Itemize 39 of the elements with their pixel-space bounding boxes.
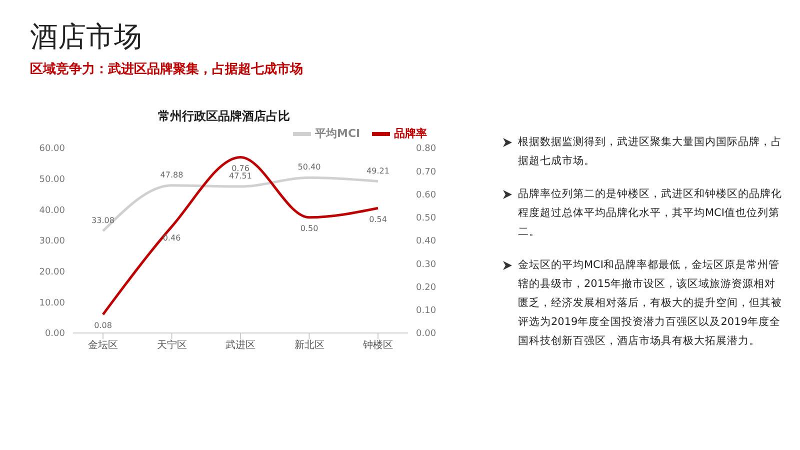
data-label: 47.88 bbox=[160, 170, 184, 180]
y-tick-label: 50.00 bbox=[39, 175, 66, 186]
y2-tick-label: 0.80 bbox=[416, 144, 436, 154]
data-label: 0.50 bbox=[300, 224, 318, 234]
y2-tick-label: 0.40 bbox=[416, 236, 436, 247]
data-label: 0.08 bbox=[94, 321, 112, 330]
y2-tick-label: 0.30 bbox=[416, 260, 436, 270]
legend-label: 品牌率 bbox=[394, 126, 428, 141]
x-tick-label: 武进区 bbox=[226, 339, 256, 352]
data-label: 33.08 bbox=[92, 216, 114, 226]
y2-tick-label: 0.50 bbox=[416, 214, 436, 224]
x-tick-label: 钟楼区 bbox=[362, 339, 393, 352]
y-tick-label: 40.00 bbox=[39, 206, 66, 216]
x-tick-label: 新北区 bbox=[294, 339, 324, 352]
text: 根据数据监测得到，武进区聚集大量国内国际品牌，占据超七成市场。 bbox=[518, 135, 783, 169]
text: 区域竞争力：武进区品牌聚集，占据超七成市场 bbox=[30, 60, 303, 78]
data-label: 49.21 bbox=[366, 166, 390, 176]
data-label: 50.40 bbox=[298, 162, 321, 172]
legend-label: 平均MCI bbox=[315, 126, 360, 141]
y-tick-label: 60.00 bbox=[39, 144, 66, 154]
data-label: 47.51 bbox=[229, 172, 252, 181]
y-tick-label: 30.00 bbox=[39, 236, 66, 247]
x-tick-label: 天宁区 bbox=[156, 339, 187, 352]
chart-title: 常州行政区品牌酒店占比 bbox=[158, 108, 290, 125]
text: 酒店市场 bbox=[30, 19, 142, 55]
data-label: 0.76 bbox=[232, 164, 250, 173]
y2-tick-label: 0.20 bbox=[416, 282, 436, 293]
text: 金坛区的平均MCI和品牌率都最低，金坛区原是常州管辖的县级市，2015年撤市设区，该区域旅游资源相对匮乏，经济发展相对落后，有极大的提升空间，但其被评选为2019年度全国投资潜力百强区以及2019年度全国科技创新百强区，酒店市场具有极大拓展潜力。 bbox=[518, 258, 783, 349]
y2-tick-label: 0.10 bbox=[416, 306, 436, 316]
x-tick-label: 金坛区 bbox=[88, 339, 118, 352]
data-label: 0.54 bbox=[369, 214, 387, 224]
data-label: 0.46 bbox=[162, 233, 181, 242]
y-tick-label: 0.00 bbox=[44, 329, 66, 340]
y-tick-label: 10.00 bbox=[39, 298, 66, 308]
text: 品牌率位列第二的是钟楼区，武进区和钟楼区的品牌化程度超过总体平均品牌化水平，其平均MCI值也位列第二。 bbox=[518, 187, 783, 240]
y2-tick-label: 0.00 bbox=[416, 329, 436, 340]
y2-tick-label: 0.60 bbox=[416, 190, 436, 200]
y-tick-label: 20.00 bbox=[39, 268, 66, 278]
y2-tick-label: 0.70 bbox=[416, 167, 436, 178]
